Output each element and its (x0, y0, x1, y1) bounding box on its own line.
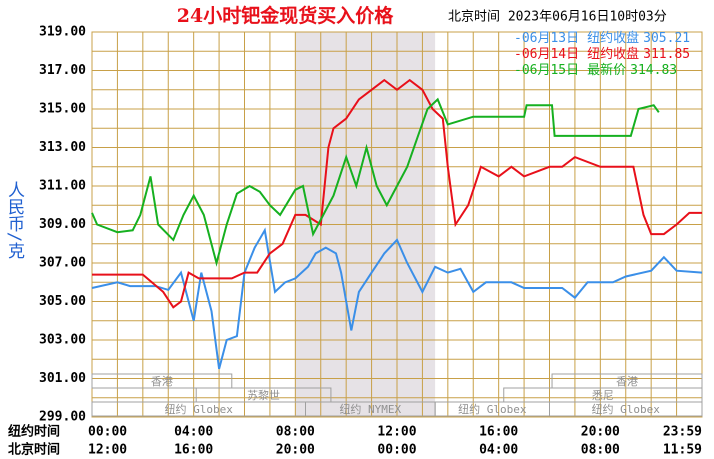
chart-subtitle: 北京时间 2023年06月16日10时03分 (448, 10, 667, 25)
price-line (92, 78, 702, 309)
session-label: 纽约 Globex (458, 402, 527, 416)
legend-name: 06月13日 (522, 31, 579, 46)
legend-note: 纽约收盘 (587, 46, 639, 62)
session-label: 香港 (151, 375, 173, 388)
legend-dash: - (514, 63, 522, 78)
y-tick-label: 307.00 (39, 256, 86, 271)
legend-note: 最新价 (587, 62, 626, 78)
price-line (91, 227, 703, 370)
legend-note: 纽约收盘 (587, 30, 639, 46)
x2-tick-label: 08:00 (581, 443, 620, 458)
y-tick-label: 317.00 (39, 63, 86, 78)
x2-tick-label: 16:00 (174, 443, 213, 458)
session-label: 悉尼 (592, 389, 614, 402)
session-label: 香港 (616, 375, 638, 388)
y-tick-label: 299.00 (39, 410, 86, 425)
session-bar (549, 401, 703, 417)
y-tick-label: 313.00 (39, 140, 86, 155)
x-tick-label: 04:00 (174, 425, 213, 440)
price-line (91, 97, 660, 267)
x-axis-label: 纽约时间 (8, 424, 60, 440)
session-label: 纽约 Globex (165, 402, 234, 416)
y-tick-label: 319.00 (39, 25, 86, 40)
x2-tick-label: 12:00 (88, 443, 127, 458)
session-bar (91, 373, 233, 389)
session-label: 纽约 Globex (592, 402, 661, 416)
x-tick-label: 08:00 (276, 425, 315, 440)
legend-name: 06月14日 (522, 47, 579, 62)
x-tick-label: 16:00 (479, 425, 518, 440)
x2-tick-label: 04:00 (479, 443, 518, 458)
x2-tick-label: 00:00 (377, 443, 416, 458)
y-axis-label: 人民币/克 (4, 181, 25, 259)
x-tick-label: 20:00 (581, 425, 620, 440)
legend-dash: - (514, 31, 522, 46)
y-tick-label: 305.00 (39, 294, 86, 309)
x2-tick-label: 11:59 (663, 443, 702, 458)
y-tick-label: 309.00 (39, 217, 86, 232)
chart-title: 24小时钯金现货买入价格 (177, 4, 394, 27)
x2-axis-label: 北京时间 (8, 442, 60, 458)
legend-entry: -06月15日 最新价 314.83 (514, 62, 677, 78)
legend-name: 06月15日 (522, 63, 579, 78)
x-tick-label: 23:59 (663, 425, 702, 440)
legend-entry: -06月13日 纽约收盘 305.21 (514, 30, 690, 46)
legend-price: 314.83 (630, 63, 677, 78)
legend-price: 311.85 (643, 47, 690, 62)
x-tick-label: 00:00 (88, 425, 127, 440)
y-tick-label: 303.00 (39, 333, 86, 348)
legend-price: 305.21 (643, 31, 690, 46)
session-label: 苏黎世 (247, 388, 280, 402)
y-tick-label: 311.00 (39, 179, 86, 194)
session-label: 纽约 NYMEX (339, 402, 401, 416)
y-tick-label: 315.00 (39, 102, 86, 117)
legend-dash: - (514, 47, 522, 62)
x2-tick-label: 20:00 (276, 443, 315, 458)
x-tick-label: 12:00 (377, 425, 416, 440)
y-tick-label: 301.00 (39, 371, 86, 386)
legend-entry: -06月14日 纽约收盘 311.85 (514, 46, 690, 62)
